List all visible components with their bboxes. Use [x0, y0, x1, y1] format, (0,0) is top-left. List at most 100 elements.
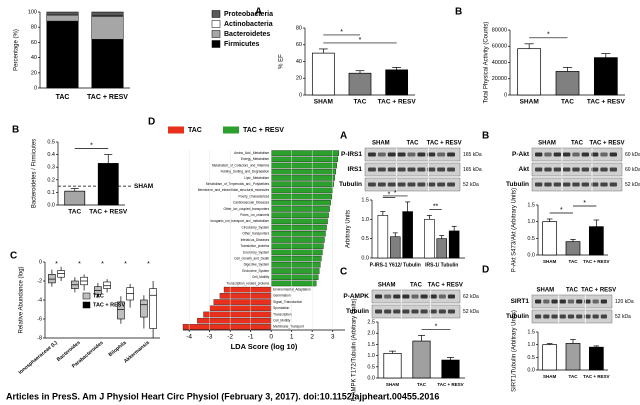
y-tick-label: 0	[39, 259, 42, 265]
blot-size-label: 165 kDa	[463, 152, 482, 158]
bar	[203, 311, 272, 318]
row-label: Cell_Motility	[252, 275, 270, 279]
bar	[182, 324, 272, 330]
x-tick-label: SHAM	[543, 374, 557, 379]
row-label: Other_ion_coupled_transporters	[223, 207, 269, 211]
legend-label: TAC + RESV	[93, 302, 125, 308]
x-tick-label: SHAM	[314, 99, 333, 106]
x-tick-label: TAC + RESV	[87, 94, 128, 101]
box	[149, 288, 157, 329]
row-label: Germination	[273, 294, 291, 298]
panel-label: C	[340, 267, 347, 278]
bar	[271, 187, 333, 194]
row-label: Translation_proteins	[240, 244, 269, 248]
panel-label: C	[10, 251, 17, 262]
bar	[383, 353, 402, 379]
blot-band	[429, 294, 437, 299]
blot-band	[427, 167, 436, 172]
blot-band	[591, 152, 599, 157]
blot-band	[609, 182, 617, 187]
y-tick-label: 80000	[492, 27, 507, 33]
y-tick-label: 1.0	[527, 219, 535, 225]
significance-label: *	[55, 261, 58, 268]
row-label: Digestive_System	[244, 263, 270, 267]
x-tick-label: TAC	[56, 94, 70, 101]
y-tick-label: 20	[31, 70, 37, 76]
y-tick-label: 0.0	[367, 375, 375, 381]
blot-band	[447, 167, 455, 172]
blot-size-label: 60 kDa	[625, 167, 640, 173]
row-label: Amino_Acid_Metabolism	[234, 151, 269, 155]
legend-swatch	[211, 10, 221, 18]
blot-band	[544, 167, 552, 172]
blot-band	[447, 294, 455, 299]
significance-label: *	[90, 142, 93, 149]
y-axis-label: Total Physical Activity (Counts)	[484, 22, 490, 104]
y-tick-label: 0.1	[47, 190, 55, 196]
y-tick-label: 0.5	[47, 139, 55, 145]
blot-band	[609, 167, 617, 172]
x-tick-label: TAC	[569, 374, 579, 379]
legend-swatch	[211, 40, 221, 48]
blot-band	[427, 152, 436, 157]
y-tick-label: 0.0	[527, 252, 535, 258]
bar	[219, 293, 272, 299]
blot-band	[563, 167, 571, 172]
bar	[97, 163, 119, 206]
y-axis-label: SIRT1/Tubulin (Arbitrary Units)	[512, 310, 518, 392]
blot-band	[411, 294, 419, 299]
bar	[441, 359, 460, 379]
significance-label: *	[340, 29, 343, 36]
blot-band	[591, 167, 599, 172]
bar	[377, 215, 389, 259]
bar	[271, 274, 319, 280]
panel-label: D	[482, 265, 489, 276]
x-tick-label: 2	[310, 334, 314, 341]
y-tick-label: 80	[31, 25, 37, 31]
bar	[271, 243, 324, 249]
bar	[271, 168, 336, 175]
bar	[271, 237, 325, 243]
bar	[271, 200, 331, 206]
row-label: Cell_Motility	[273, 319, 291, 323]
x-tick-label: TAC + RESV	[89, 209, 128, 216]
x-axis-label: LDA Score (log 10)	[231, 342, 298, 351]
lane-label: SHAM	[378, 283, 396, 289]
blot-band	[592, 314, 599, 319]
blot-row-label: Tubulin	[346, 308, 369, 315]
x-tick-label: SHAM	[520, 99, 539, 106]
blot-size-label: 62 kDa	[463, 294, 479, 300]
bar	[542, 344, 558, 371]
blot-band	[407, 182, 416, 187]
row-label: Cardiovascular_Diseases	[233, 201, 270, 205]
blot-band	[567, 299, 575, 304]
y-tick-label: 100	[28, 9, 37, 15]
significance-label: *	[560, 207, 563, 214]
reference-label: SHAM	[134, 183, 153, 190]
lane-label: SHAM	[536, 288, 554, 294]
blot-band	[551, 314, 558, 319]
y-tick-label: 20000	[492, 76, 507, 82]
box	[140, 299, 148, 318]
box	[117, 301, 125, 320]
blot-size-label: 52 kDa	[463, 182, 479, 188]
bar	[271, 206, 330, 212]
row-label: Metabolism_of_Cofactors_and_Vitamins	[212, 163, 270, 167]
y-axis-label: % EF	[279, 54, 285, 69]
bar	[209, 305, 272, 312]
x-tick-label: 1	[290, 334, 294, 341]
bar	[271, 150, 339, 156]
bar	[271, 156, 338, 163]
legend-swatch	[82, 301, 91, 309]
blot-band	[600, 314, 607, 319]
x-tick-label: TAC + RESV	[378, 99, 417, 106]
blot-row-label: P-IRS1	[341, 151, 362, 158]
blot-band	[429, 309, 437, 314]
y-tick-label: 40	[31, 55, 37, 61]
bar	[223, 286, 272, 293]
legend-label: Proteobacteria	[224, 11, 273, 18]
x-tick-label: 3	[331, 334, 335, 341]
x-tick-label: -4	[186, 334, 192, 341]
blot-band	[535, 182, 543, 187]
